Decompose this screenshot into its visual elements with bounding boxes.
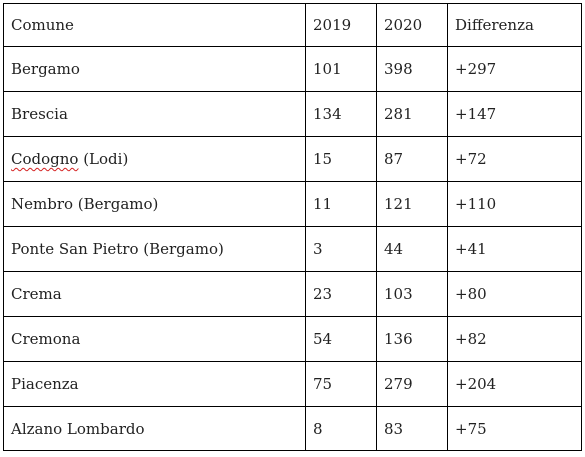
cell-2019: 8	[305, 406, 377, 451]
cell-2020: 136	[376, 316, 448, 362]
table-row: Piacenza 75 279 +204	[3, 361, 582, 407]
cell-differenza: +75	[447, 406, 582, 451]
cell-2020: 83	[376, 406, 448, 451]
cell-differenza: +297	[447, 46, 582, 92]
cell-comune: Crema	[3, 271, 306, 317]
cell-comune: Nembro (Bergamo)	[3, 181, 306, 227]
cell-differenza: +204	[447, 361, 582, 407]
cell-differenza: +82	[447, 316, 582, 362]
cell-2019: 11	[305, 181, 377, 227]
table-row: Crema 23 103 +80	[3, 271, 582, 317]
cell-2020: 103	[376, 271, 448, 317]
cell-2019: 15	[305, 136, 377, 182]
header-comune: Comune	[3, 3, 306, 47]
table-row: Bergamo 101 398 +297	[3, 46, 582, 92]
cell-2020: 87	[376, 136, 448, 182]
table-header-row: Comune 2019 2020 Differenza	[3, 3, 582, 47]
cell-comune: Codogno (Lodi)	[3, 136, 306, 182]
cell-comune-suffix: (Lodi)	[78, 150, 129, 168]
cell-differenza: +41	[447, 226, 582, 272]
table-row: Brescia 134 281 +147	[3, 91, 582, 137]
cell-differenza: +72	[447, 136, 582, 182]
cell-differenza: +80	[447, 271, 582, 317]
cell-2019: 75	[305, 361, 377, 407]
table-row: Ponte San Pietro (Bergamo) 3 44 +41	[3, 226, 582, 272]
cell-differenza: +110	[447, 181, 582, 227]
cell-2019: 23	[305, 271, 377, 317]
cell-2020: 398	[376, 46, 448, 92]
cell-comune: Piacenza	[3, 361, 306, 407]
header-2020: 2020	[376, 3, 448, 47]
cell-2019: 134	[305, 91, 377, 137]
cell-2019: 101	[305, 46, 377, 92]
cell-2019: 3	[305, 226, 377, 272]
cell-2020: 279	[376, 361, 448, 407]
cell-comune: Brescia	[3, 91, 306, 137]
header-differenza: Differenza	[447, 3, 582, 47]
cell-comune: Cremona	[3, 316, 306, 362]
cell-comune: Alzano Lombardo	[3, 406, 306, 451]
table-row: Cremona 54 136 +82	[3, 316, 582, 362]
cell-2020: 44	[376, 226, 448, 272]
data-table: Comune 2019 2020 Differenza Bergamo 101 …	[3, 3, 582, 451]
cell-comune: Bergamo	[3, 46, 306, 92]
table-row: Codogno (Lodi) 15 87 +72	[3, 136, 582, 182]
spellcheck-flagged-word[interactable]: Codogno	[11, 150, 79, 168]
cell-2020: 281	[376, 91, 448, 137]
cell-2019: 54	[305, 316, 377, 362]
header-2019: 2019	[305, 3, 377, 47]
table-row: Alzano Lombardo 8 83 +75	[3, 406, 582, 451]
cell-differenza: +147	[447, 91, 582, 137]
cell-comune: Ponte San Pietro (Bergamo)	[3, 226, 306, 272]
table-row: Nembro (Bergamo) 11 121 +110	[3, 181, 582, 227]
cell-2020: 121	[376, 181, 448, 227]
